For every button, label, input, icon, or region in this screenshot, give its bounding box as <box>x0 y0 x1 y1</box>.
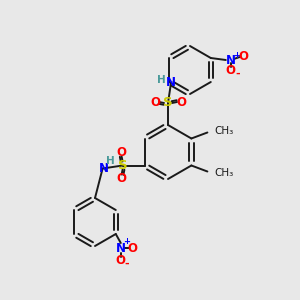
Text: S: S <box>118 159 128 172</box>
Text: CH₃: CH₃ <box>214 125 234 136</box>
Text: H: H <box>157 75 165 85</box>
Text: +: + <box>233 50 240 59</box>
Text: N: N <box>166 76 176 89</box>
Text: O: O <box>176 95 186 109</box>
Text: O: O <box>239 50 249 62</box>
Text: S: S <box>163 97 173 110</box>
Text: O: O <box>116 254 126 266</box>
Text: N: N <box>99 162 109 175</box>
Text: CH₃: CH₃ <box>214 169 234 178</box>
Text: N: N <box>116 242 126 254</box>
Text: O: O <box>150 95 160 109</box>
Text: O: O <box>226 64 236 77</box>
Text: O: O <box>117 146 127 159</box>
Text: -: - <box>236 69 240 79</box>
Text: N: N <box>226 53 236 67</box>
Text: +: + <box>123 238 130 247</box>
Text: -: - <box>124 259 129 269</box>
Text: O: O <box>117 172 127 185</box>
Text: H: H <box>106 155 115 166</box>
Text: O: O <box>128 242 138 254</box>
